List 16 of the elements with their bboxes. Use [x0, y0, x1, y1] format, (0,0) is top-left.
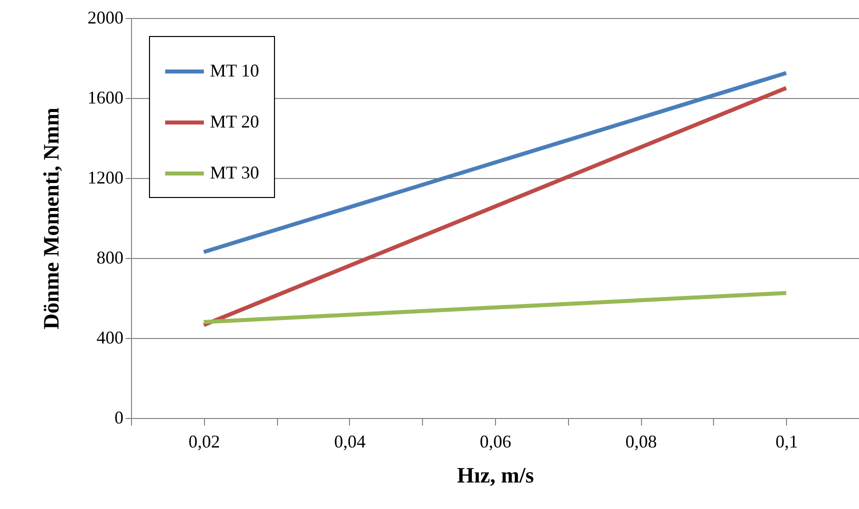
x-tick-label: 0,08 — [625, 432, 657, 452]
x-axis-title: Hız, m/s — [457, 462, 534, 488]
legend-label: MT 10 — [210, 60, 260, 80]
x-tick-label: 0,02 — [188, 432, 220, 452]
x-tick-label: 0,04 — [334, 432, 366, 452]
legend-label: MT 20 — [210, 112, 260, 132]
x-tick-label: 0,1 — [775, 432, 798, 452]
legend-label: MT 30 — [210, 162, 260, 182]
y-tick-label: 800 — [96, 248, 124, 268]
y-tick-label: 400 — [96, 328, 124, 348]
y-tick-label: 1600 — [88, 88, 124, 108]
y-tick-label: 0 — [114, 408, 124, 428]
x-tick-label: 0,06 — [480, 432, 512, 452]
y-axis-title: Dönme Momenti, Nmm — [38, 108, 64, 330]
y-tick-label: 1200 — [88, 168, 124, 188]
y-tick-label: 2000 — [88, 8, 124, 28]
